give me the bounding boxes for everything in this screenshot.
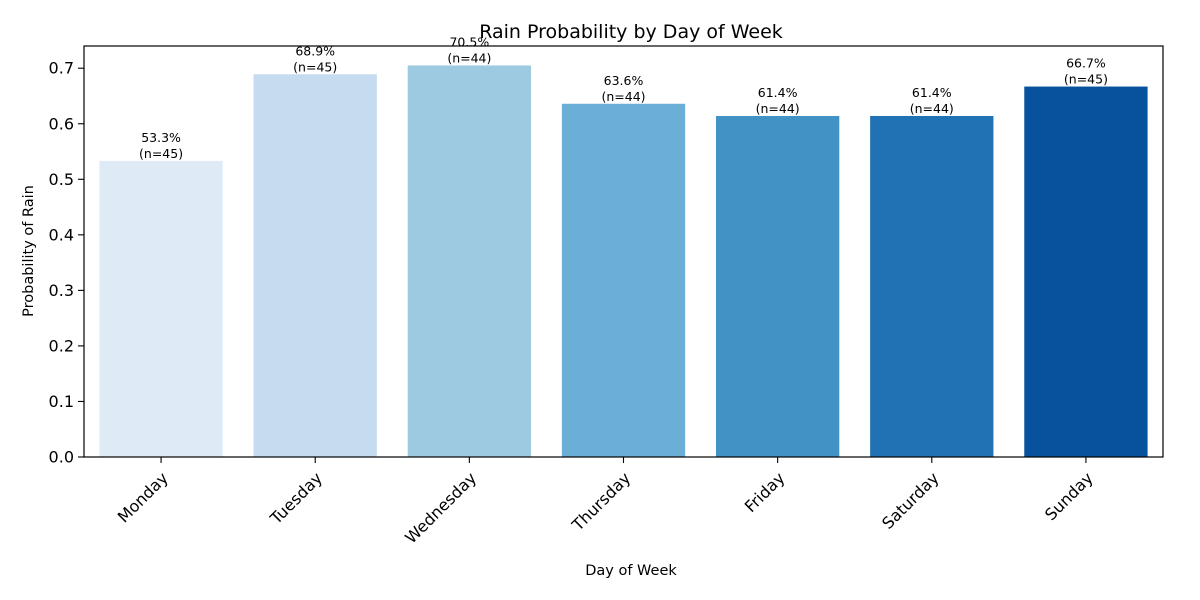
bar-wednesday bbox=[407, 65, 532, 458]
bar-percent-label-monday: 53.3% bbox=[141, 130, 181, 145]
y-tick-label-0: 0.0 bbox=[49, 448, 74, 467]
bar-percent-label-sunday: 66.7% bbox=[1066, 56, 1106, 71]
bar-percent-label-tuesday: 68.9% bbox=[295, 43, 335, 58]
bar-friday bbox=[715, 115, 840, 457]
bar-saturday bbox=[870, 115, 994, 457]
bar-labels-layer: 53.3%(n=45)68.9%(n=45)70.5%(n=44)63.6%(n… bbox=[139, 34, 1108, 161]
bar-percent-label-friday: 61.4% bbox=[758, 85, 798, 100]
x-axis-label: Day of Week bbox=[585, 563, 677, 579]
bars-layer bbox=[99, 65, 1148, 458]
bar-sunday bbox=[1024, 86, 1148, 458]
bar-count-label-monday: (n=45) bbox=[139, 146, 183, 161]
bar-percent-label-thursday: 63.6% bbox=[604, 73, 644, 88]
bar-count-label-wednesday: (n=44) bbox=[447, 50, 491, 65]
y-tick-label-2: 0.2 bbox=[49, 336, 74, 355]
y-tick-label-4: 0.4 bbox=[49, 225, 74, 244]
x-axis: Monday Tuesday Wednesday Thursday Friday Satu… bbox=[114, 457, 1097, 547]
y-tick-label-6: 0.6 bbox=[49, 114, 74, 133]
y-axis: 0.0 0.1 0.2 0.3 0.4 0.5 0.6 0.7 bbox=[49, 59, 84, 467]
bar-count-label-tuesday: (n=45) bbox=[293, 59, 337, 74]
bar-count-label-friday: (n=44) bbox=[756, 101, 800, 116]
x-tick-label-sunday: Sunday bbox=[1041, 468, 1097, 524]
bar-count-label-saturday: (n=44) bbox=[910, 101, 954, 116]
x-tick-label-friday: Friday bbox=[741, 468, 789, 516]
y-tick-label-7: 0.7 bbox=[49, 59, 74, 78]
bar-count-label-thursday: (n=44) bbox=[601, 89, 645, 104]
bar-count-label-sunday: (n=45) bbox=[1064, 72, 1108, 87]
x-tick-label-saturday: Saturday bbox=[878, 468, 942, 532]
x-tick-label-monday: Monday bbox=[114, 468, 172, 526]
x-tick-label-wednesday: Wednesday bbox=[401, 468, 480, 547]
bar-tuesday bbox=[253, 74, 377, 457]
x-tick-label-thursday: Thursday bbox=[568, 468, 635, 535]
bar-monday bbox=[99, 160, 223, 457]
x-tick-label-tuesday: Tuesday bbox=[266, 468, 326, 528]
y-tick-label-3: 0.3 bbox=[49, 281, 74, 300]
y-tick-label-1: 0.1 bbox=[49, 392, 74, 411]
y-axis-label: Probability of Rain bbox=[21, 185, 37, 317]
chart-title: Rain Probability by Day of Week bbox=[479, 21, 783, 43]
y-tick-label-5: 0.5 bbox=[49, 170, 74, 189]
bar-percent-label-wednesday: 70.5% bbox=[449, 34, 489, 49]
bar-percent-label-saturday: 61.4% bbox=[912, 85, 952, 100]
bar-thursday bbox=[561, 103, 686, 458]
